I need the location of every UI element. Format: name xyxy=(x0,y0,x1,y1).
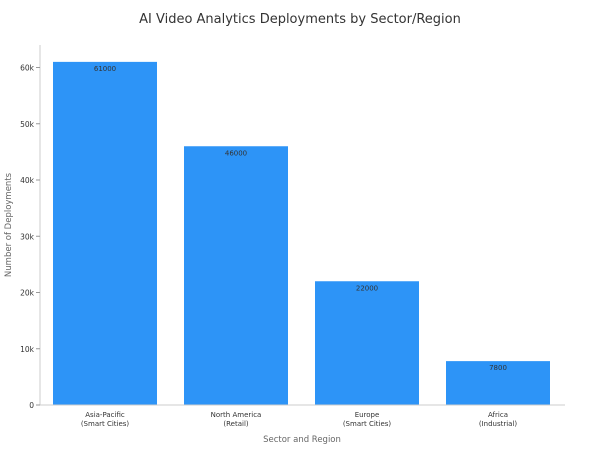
y-axis-label: Number of Deployments xyxy=(4,172,14,277)
x-tick-label: (Industrial) xyxy=(479,420,518,428)
x-tick-label: (Retail) xyxy=(223,420,249,428)
y-tick-label: 0 xyxy=(29,401,34,410)
data-labels-group: 61000 46000 22000 7800 xyxy=(94,65,507,372)
data-label: 22000 xyxy=(356,284,378,292)
data-label: 7800 xyxy=(489,364,507,372)
bar xyxy=(53,61,157,405)
y-ticks-group: 0 10k 20k 30k 40k 50k 60k xyxy=(20,64,40,410)
x-tick-label: Africa xyxy=(488,411,508,419)
y-tick-label: 30k xyxy=(20,232,35,241)
bar xyxy=(446,361,550,405)
x-ticks-group: Asia-Pacific(Smart Cities)North America(… xyxy=(81,411,518,428)
x-axis-label: Sector and Region xyxy=(263,435,341,445)
x-tick-label: (Smart Cities) xyxy=(343,420,392,428)
x-tick-label: Europe xyxy=(355,411,380,419)
x-tick-label: Asia-Pacific xyxy=(85,411,125,419)
y-tick-label: 60k xyxy=(20,64,35,73)
x-tick-label: North America xyxy=(211,411,262,419)
y-tick-label: 20k xyxy=(20,289,35,298)
bar xyxy=(184,146,288,405)
data-label: 61000 xyxy=(94,65,116,73)
y-tick-label: 50k xyxy=(20,120,35,129)
data-label: 46000 xyxy=(225,149,247,157)
y-tick-label: 40k xyxy=(20,176,35,185)
y-tick-label: 10k xyxy=(20,345,35,354)
x-tick-label: (Smart Cities) xyxy=(81,420,130,428)
bar xyxy=(315,281,419,405)
bars-group xyxy=(53,61,550,405)
chart-title: AI Video Analytics Deployments by Sector… xyxy=(139,12,461,27)
